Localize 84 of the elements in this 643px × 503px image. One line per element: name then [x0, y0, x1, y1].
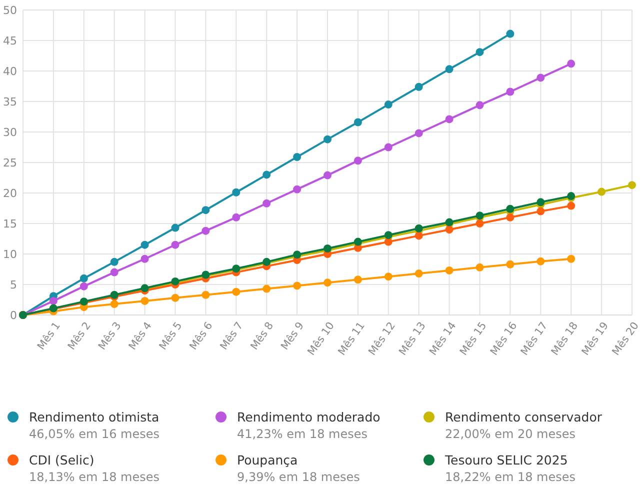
point [506, 213, 514, 222]
point [506, 30, 514, 38]
y-tick-label: 20 [3, 186, 17, 200]
y-tick-label: 10 [3, 248, 17, 261]
text: 9,39% em 18 meses [237, 470, 360, 484]
point [324, 278, 332, 287]
point [536, 207, 545, 216]
point [445, 115, 454, 124]
point [414, 129, 423, 138]
text: 18,22% em 18 meses [445, 470, 576, 484]
point [80, 282, 88, 290]
point [293, 185, 302, 194]
point [414, 270, 423, 278]
y-tick-label: 15 [3, 217, 17, 230]
point [293, 153, 302, 162]
point [445, 266, 454, 274]
point [171, 224, 180, 232]
point [110, 258, 118, 266]
point [384, 143, 392, 152]
y-tick-label: 0 [10, 308, 17, 322]
text: 46,05% em 16 meses [29, 427, 160, 442]
y-tick-label: 25 [3, 156, 17, 170]
y-tick-label: 30 [3, 126, 17, 139]
y-tick-label: 45 [3, 34, 17, 48]
point [49, 296, 58, 305]
point [324, 135, 332, 144]
legend-label: Rendimento conservador [445, 409, 603, 424]
point [354, 156, 362, 165]
point [80, 274, 88, 282]
point [232, 213, 240, 222]
point [567, 202, 576, 210]
point [293, 282, 302, 290]
point [232, 288, 240, 296]
point [140, 240, 149, 249]
point [232, 188, 240, 196]
point [110, 300, 118, 308]
text: 22,00% em 20 meses [445, 427, 576, 442]
point [506, 88, 514, 96]
point [110, 268, 118, 276]
point [536, 198, 545, 206]
point [628, 181, 636, 190]
point [476, 220, 484, 228]
legend-label: Tesouro SELIC 2025 [444, 452, 568, 468]
point [567, 254, 576, 263]
point [445, 65, 454, 74]
point [171, 240, 180, 249]
y-tick-label: 35 [3, 95, 17, 108]
y-tick-label: 40 [3, 64, 17, 78]
point [506, 204, 514, 213]
point [414, 82, 423, 91]
point [476, 263, 484, 272]
point [324, 171, 332, 180]
point [262, 199, 271, 208]
point [445, 226, 454, 234]
point [202, 206, 210, 214]
point [262, 284, 271, 293]
legend-label: Rendimento moderado [237, 409, 380, 424]
point [354, 276, 362, 284]
point [506, 260, 514, 268]
point [262, 170, 271, 179]
point [476, 101, 484, 110]
legend-label: Poupança [237, 452, 298, 468]
point [384, 238, 392, 246]
point [202, 226, 210, 235]
point [384, 272, 392, 281]
legend-label: Rendimento otimista [29, 409, 160, 424]
text: 18,13% em 18 meses [29, 470, 160, 484]
point [567, 60, 576, 68]
point [536, 257, 545, 266]
text: 41,23% em 18 meses [237, 427, 368, 442]
point [202, 290, 210, 299]
point [476, 48, 484, 56]
point [171, 294, 180, 302]
point [140, 254, 149, 263]
y-tick-label: 50 [3, 4, 17, 17]
point [598, 188, 606, 196]
point [414, 224, 423, 232]
point [354, 118, 362, 126]
point [384, 100, 392, 109]
point [536, 74, 545, 82]
y-tick-label: 5 [10, 278, 17, 292]
point [140, 296, 149, 305]
legend-label: CDI (Selic) [29, 452, 94, 468]
point [414, 232, 423, 240]
